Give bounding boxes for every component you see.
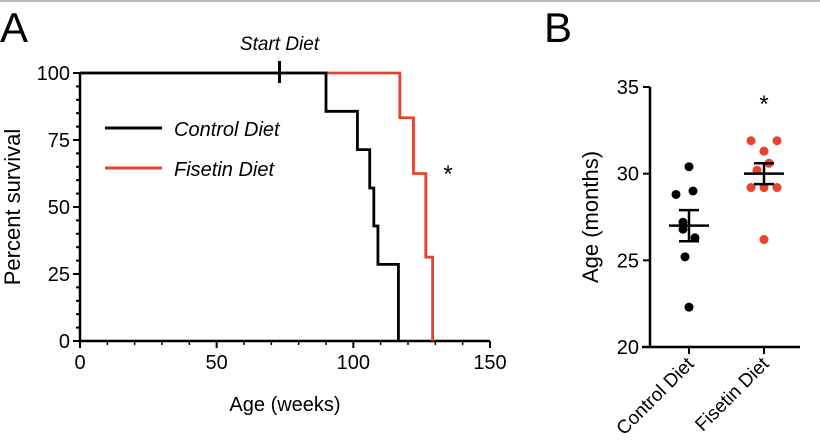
- data-point: [688, 186, 698, 196]
- significance-marker: *: [443, 161, 452, 188]
- legend-label: Fisetin Diet: [174, 159, 275, 181]
- y-tick-label: 35: [617, 77, 639, 99]
- y-tick-label: 25: [617, 250, 639, 272]
- data-point: [759, 235, 769, 245]
- x-tick-label: 150: [473, 352, 506, 374]
- data-point: [759, 146, 769, 156]
- x-tick-label: 0: [74, 352, 85, 374]
- data-point: [746, 183, 756, 193]
- y-tick-label: 75: [48, 130, 70, 152]
- y-tick-label: 0: [59, 331, 70, 353]
- survival-curve-control: [80, 71, 400, 341]
- legend-label: Control Diet: [174, 119, 281, 141]
- data-point: [680, 252, 690, 262]
- x-tick-label: Control Diet: [613, 353, 699, 439]
- significance-marker: *: [759, 91, 768, 118]
- age-scatter-chart: 20 25 30 35 Age (months) Control DietFisetin …: [578, 77, 800, 439]
- top-border: [0, 0, 820, 2]
- data-point: [772, 136, 782, 146]
- start-diet-label: Start Diet: [240, 34, 320, 55]
- x-tick-label: 100: [337, 352, 370, 374]
- y-tick-label: 100: [37, 63, 70, 85]
- survival-chart: 0 25 50 75 100 0 50 100 150 Age (weeks) Percent su…: [0, 34, 507, 416]
- x-axis-label: Age (weeks): [229, 394, 340, 416]
- y-tick-label: 30: [617, 164, 639, 186]
- data-point: [671, 189, 681, 199]
- survival-curve-fisetin: [80, 71, 434, 341]
- y-tick-label: 20: [617, 337, 639, 359]
- panel-label-b: B: [544, 4, 572, 51]
- panel-label-a: A: [0, 4, 28, 51]
- x-tick-label: Fisetin Diet: [691, 353, 774, 436]
- data-point: [684, 302, 694, 312]
- y-tick-label: 25: [48, 264, 70, 286]
- y-axis-label: Age (months): [578, 151, 603, 283]
- data-point: [684, 162, 694, 172]
- y-tick-label: 50: [48, 197, 70, 219]
- data-point: [772, 183, 782, 193]
- x-tick-label: 50: [206, 352, 228, 374]
- y-axis-label: Percent survival: [0, 129, 25, 286]
- data-point: [746, 136, 756, 146]
